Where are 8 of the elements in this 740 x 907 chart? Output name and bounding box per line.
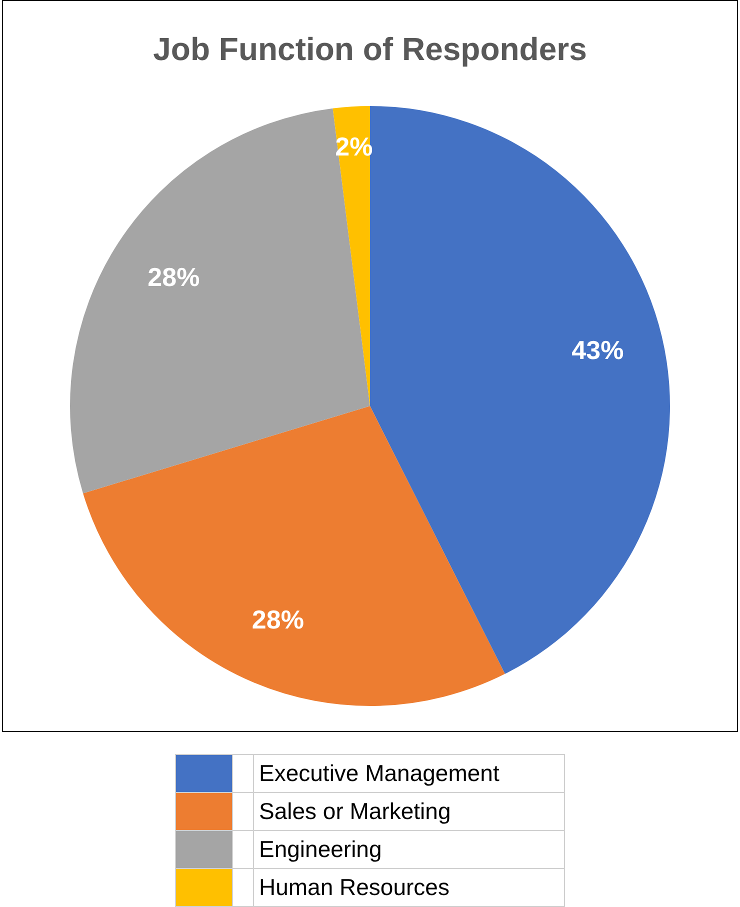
legend-label: Engineering (254, 830, 564, 868)
data-label: 43% (572, 335, 624, 366)
data-label: 28% (252, 604, 304, 634)
chart-title: Job Function of Responders (152, 31, 588, 68)
legend-label: Executive Management (254, 754, 564, 792)
legend-label: Human Resources (254, 868, 564, 906)
data-label: 28% (148, 262, 200, 292)
legend-label: Sales or Marketing (254, 792, 564, 830)
